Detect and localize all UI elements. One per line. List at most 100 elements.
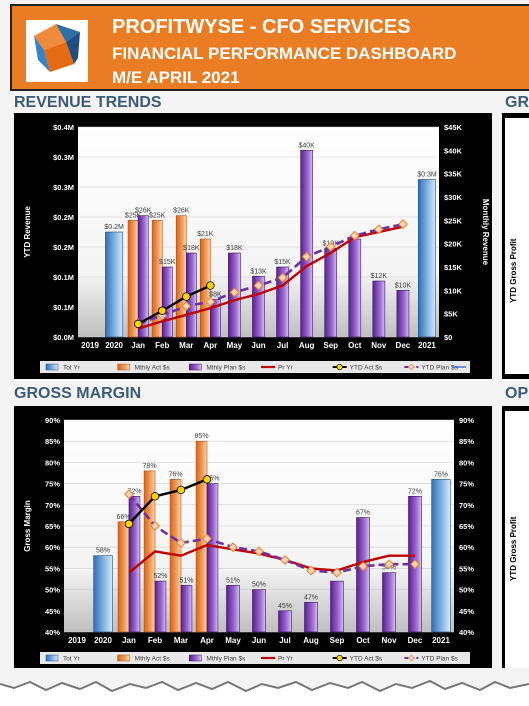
right-bottom-axis-label: YTD Gross Profit: [509, 516, 518, 581]
rev-label-act-feb: $25K: [149, 212, 166, 219]
rev-legend-key-ytd-plan-dot: [408, 363, 415, 371]
rev-xtick-dec: Dec: [396, 341, 411, 350]
rev-ytick-label: $0.1M: [53, 303, 74, 312]
gm-legend-label-ytd-plan-s: YTD Plan $s: [421, 656, 458, 663]
period-title: M/E APRIL 2021: [112, 68, 240, 87]
gm-section-title: GROSS MARGIN: [14, 385, 142, 402]
rev-y2label: Monthly Revenue: [481, 199, 490, 266]
gm-xtick-feb: Feb: [148, 636, 162, 645]
rev-bar-plan-nov: [372, 280, 386, 338]
gm-label-act-jan: 66%: [117, 514, 131, 521]
rev-ytick-label: $0.1M: [53, 273, 74, 282]
rev-xtick-may: May: [227, 341, 243, 350]
gm-point-ytd-plan-nov: [384, 559, 394, 570]
dashboard-title: FINANCIAL PERFORMANCE DASHBOARD: [112, 44, 457, 63]
gm-legend-key-plan: [189, 654, 202, 662]
rev-y2tick-label: $15K: [444, 263, 463, 272]
gm-label-act-mar: 76%: [169, 471, 183, 478]
gm-point-ytd-plan-jul: [280, 554, 290, 565]
rev-point-ytd-plan-may: [229, 287, 240, 298]
rev-point-ytd-act-apr: [206, 281, 215, 290]
gm-label-plan-oct: 67%: [356, 510, 370, 517]
rev-y2tick-label: $10K: [444, 286, 463, 295]
gm-legend-key-ytd-plan-dot: [408, 654, 415, 662]
rev-legend-key-ytd-act-dot: [336, 363, 343, 371]
rev-ytick-label: $0.2M: [53, 213, 74, 222]
rev-y2tick-label: $0: [444, 333, 452, 342]
rev-xtick-feb: Feb: [155, 341, 169, 350]
gm-ytick-label: 50%: [45, 586, 60, 595]
rev-label-plan-jan: $26K: [135, 208, 152, 215]
gm-ytick-label: 75%: [45, 480, 60, 489]
gm-xtick-may: May: [225, 636, 241, 645]
rev-point-ytd-plan-oct: [349, 230, 360, 241]
gm-y2tick-label: 65%: [459, 522, 474, 531]
rev-label-act-mar: $26K: [173, 208, 190, 215]
rev-bar-tot-2021: [418, 179, 436, 338]
rev-ytick-label: $0.3M: [53, 153, 74, 162]
gm-legend-label-tot-yr: Tot Yr: [63, 656, 81, 663]
right-top-section-title: GR: [505, 94, 529, 111]
gm-ytick-label: 65%: [45, 522, 60, 531]
revenue-chart: $0.0M $0.1M $0.1M $0.2M $0.2M $0.3M $0.3M $0.4M…: [23, 123, 490, 373]
gm-label-plan-feb: 52%: [153, 573, 167, 580]
gm-y2tick-label: 60%: [459, 543, 474, 552]
rev-y2tick-label: $35K: [444, 170, 463, 179]
gm-y2tick-label: 75%: [459, 480, 474, 489]
gm-xtick-apr: Apr: [200, 636, 214, 645]
rev-ytick-label: $0.4M: [53, 123, 74, 132]
rev-label-tot-2021: $0.3M: [417, 172, 437, 179]
rev-bar-plan-feb: [161, 266, 173, 338]
gm-point-ytd-act-feb: [150, 492, 160, 501]
right-top-chart-panel: YTD Gross Profit: [502, 113, 529, 379]
gm-y2tick-label: 40%: [459, 628, 474, 637]
rev-xtick-jan: Jan: [131, 341, 145, 350]
gm-label-tot-2020: 58%: [96, 548, 110, 555]
gm-label-plan-jan: 72%: [127, 488, 141, 495]
logo-icon: [34, 24, 80, 72]
gm-line-ytd-act: [128, 478, 208, 525]
gm-bar-plan-mar: [180, 585, 193, 633]
gm-point-ytd-plan-oct: [358, 561, 368, 572]
gm-point-ytd-plan-jan: [124, 489, 134, 500]
gm-xtick-2020: 2020: [94, 636, 112, 645]
rev-xtick-apr: Apr: [203, 341, 217, 350]
gm-xtick-jul: Jul: [279, 636, 291, 645]
rev-point-ytd-plan-mar: [181, 301, 192, 311]
rev-y2tick-label: $40K: [444, 146, 463, 155]
rev-y2tick-label: $20K: [444, 240, 463, 249]
rev-label-plan-jun: $13K: [250, 268, 267, 275]
rev-legend-label-mthly-plan-s: Mthly Plan $s: [206, 365, 246, 372]
rev-bar-plan-jun: [252, 276, 265, 338]
gm-legend-key-ytd-act-dot: [336, 654, 343, 662]
rev-xtick-2019: 2019: [81, 341, 99, 350]
gm-bar-plan-apr: [206, 483, 219, 633]
rev-legend-label-tot-yr: Tot Yr: [63, 365, 81, 372]
gm-legend-label-mthly-act-s: Mthly Act $s: [135, 656, 171, 663]
gm-label-act-apr: 85%: [195, 433, 209, 440]
gm-point-ytd-plan-dec: [410, 559, 420, 570]
rev-point-ytd-plan-aug: [301, 251, 312, 262]
rev-legend-label-pr-yr: Pr Yr: [278, 365, 294, 372]
rev-line-ytd-act: [137, 284, 211, 325]
rev-legend-label-ytd-plan-s: YTD Plan $s: [421, 365, 458, 372]
gm-point-ytd-act-mar: [176, 485, 186, 495]
gm-y2tick-label: 90%: [459, 416, 474, 425]
gm-bar-plan-jun: [252, 589, 266, 633]
rev-xtick-nov: Nov: [371, 341, 387, 350]
rev-y2tick-label: $5K: [444, 310, 458, 319]
rev-y2tick-label: $30K: [444, 193, 463, 202]
gm-ytick-label: 70%: [45, 501, 60, 510]
rev-bar-plan-jan: [137, 215, 149, 338]
gm-bar-plan-nov: [382, 572, 396, 633]
rev-bar-tot-2020: [105, 231, 124, 338]
gm-xtick-jan: Jan: [122, 636, 136, 645]
gm-label-plan-jul: 45%: [278, 603, 292, 610]
gm-y2tick-label: 50%: [459, 586, 474, 595]
gm-bar-plan-jul: [278, 610, 292, 633]
rev-bar-plan-apr: [210, 299, 221, 338]
rev-legend-key-plan: [189, 363, 202, 371]
gm-label-plan-jun: 50%: [252, 582, 266, 589]
gm-ytick-label: 85%: [45, 437, 60, 446]
rev-label-tot-2020: $0.2M: [104, 224, 124, 231]
